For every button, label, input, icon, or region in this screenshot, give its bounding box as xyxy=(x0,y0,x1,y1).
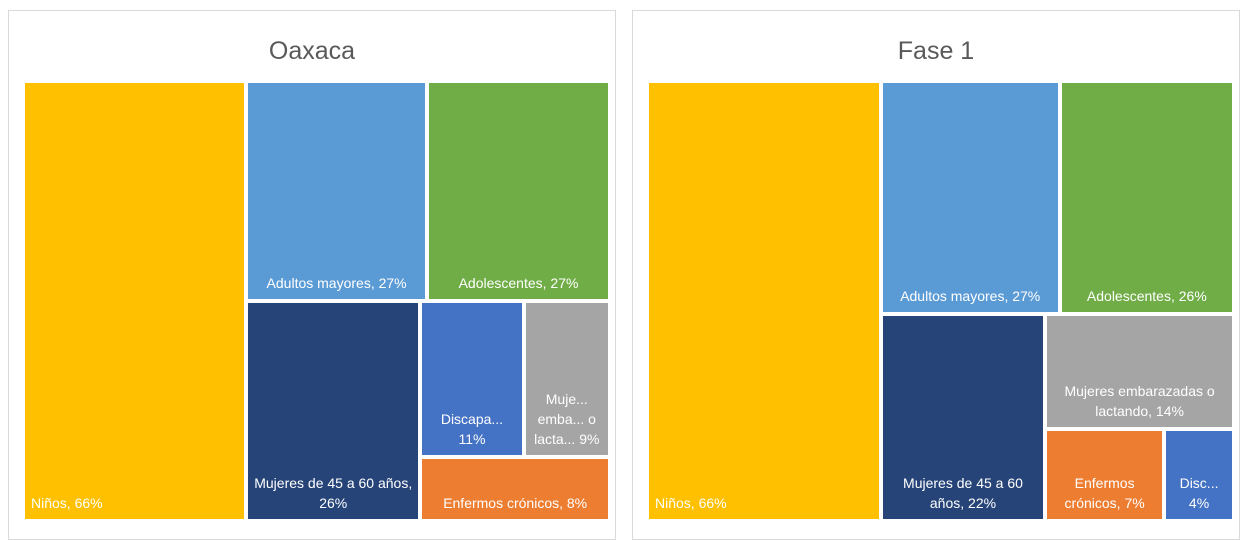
data-label: Niños, 66% xyxy=(655,495,727,511)
treemap-tile: Muje... emba... o lacta... 9% xyxy=(525,303,608,455)
chart-title: Fase 1 xyxy=(897,37,975,65)
data-label: Mujeres embarazadas o lactando, 14% xyxy=(1064,382,1215,419)
treemap-tile: Mujeres de 45 a 60 años, 26% xyxy=(248,303,419,519)
plot-area: Niños, 66% Adultos mayores, 27% Adolescent… xyxy=(25,83,608,519)
data-label: Adolescentes, 26% xyxy=(1086,288,1207,305)
treemap-tile: Mujeres embarazadas o lactando, 14% xyxy=(1047,316,1232,427)
data-label: Disc... 4% xyxy=(1179,474,1219,511)
plot-area: Niños, 66% Adultos mayores, 27% Adolescent… xyxy=(649,83,1232,519)
treemap-tile: Discapa... 11% xyxy=(422,303,522,455)
treemap-tile: Enfermos crónicos, 7% xyxy=(1047,430,1163,519)
treemap-tile: Adultos mayores, 27% xyxy=(248,83,426,299)
data-label: Discapa... 11% xyxy=(440,410,504,447)
data-label: Niños, 66% xyxy=(31,495,103,511)
data-label: Enfermos crónicos, 8% xyxy=(443,494,588,511)
treemap-tile: Disc... 4% xyxy=(1166,430,1232,519)
chart-title: Oaxaca xyxy=(268,37,356,65)
treemap-tile: Enfermos crónicos, 8% xyxy=(422,458,608,519)
chart-panel: Fase 1 Niños, 66% Adultos mayores, 27% Ado… xyxy=(632,10,1240,540)
data-label: Enfermos crónicos, 7% xyxy=(1064,474,1145,511)
data-label: Mujeres de 45 a 60 años, 22% xyxy=(903,474,1023,511)
treemap-tile: Niños, 66% xyxy=(25,83,245,519)
page: Oaxaca Niños, 66% Adultos mayores, 27% Ado… xyxy=(8,10,1240,540)
data-label: Adultos mayores, 27% xyxy=(266,275,407,291)
treemap-tile: Adolescentes, 27% xyxy=(429,83,608,299)
data-label: Muje... emba... o lacta... 9% xyxy=(534,390,600,447)
treemap-tile: Adultos mayores, 27% xyxy=(882,83,1058,313)
treemap-tile: Mujeres de 45 a 60 años, 22% xyxy=(882,316,1044,519)
treemap-tile: Niños, 66% xyxy=(649,83,879,519)
data-label: Adolescentes, 27% xyxy=(458,275,579,291)
data-label: Mujeres de 45 a 60 años, 26% xyxy=(254,475,413,511)
chart-panel: Oaxaca Niños, 66% Adultos mayores, 27% Ado… xyxy=(8,10,616,540)
treemap-tile: Adolescentes, 26% xyxy=(1061,83,1232,313)
data-label: Adultos mayores, 27% xyxy=(900,288,1041,305)
